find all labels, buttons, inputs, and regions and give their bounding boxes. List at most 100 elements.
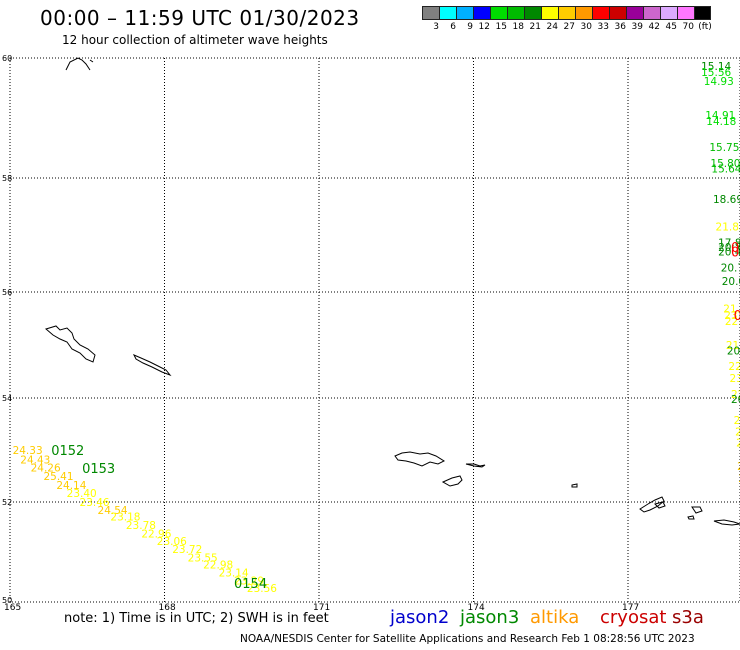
coastline-islet	[687, 515, 695, 520]
legend-label: 15	[495, 22, 507, 32]
wave-height-point: 15.75	[709, 142, 739, 154]
wave-height-point: 15.14	[701, 61, 731, 73]
wave-height-point: 21.49	[735, 426, 740, 438]
satellite-key-s3a: s3a	[672, 607, 704, 628]
wave-height-point: 24.14	[56, 480, 86, 492]
color-legend	[422, 6, 711, 20]
wave-height-point: 23.55	[188, 552, 218, 564]
wave-height-point: 23.72	[172, 544, 202, 556]
satellite-key-jason3: jason3	[460, 607, 520, 628]
wave-height-point: 24.54	[98, 505, 128, 517]
longitude-label: 177	[622, 603, 639, 613]
wave-height-point: 22.98	[203, 560, 233, 572]
legend-swatch	[507, 6, 524, 20]
coastline-amchitka	[713, 519, 740, 526]
legend-label: 36	[614, 22, 626, 32]
wave-height-point: 21.41	[723, 303, 740, 315]
wave-height-point: 22.79	[725, 316, 740, 328]
wave-height-point: 15.80	[710, 158, 740, 170]
wave-height-point: 24.1	[737, 461, 740, 473]
coastline-kiska-island	[639, 496, 665, 513]
legend-swatch	[575, 6, 592, 20]
satellite-key-jason2: jason2	[390, 607, 450, 628]
footer-note: note: 1) Time is in UTC; 2) SWH is in fe…	[64, 611, 329, 626]
legend-swatch	[694, 6, 711, 20]
coastline-kamchatka	[65, 57, 94, 71]
coastline-agattu-island	[441, 475, 463, 487]
legend-swatch	[677, 6, 694, 20]
pass-time-label: 0	[734, 309, 740, 324]
wave-height-point: 23.29	[234, 575, 264, 587]
wave-height-point: 22.96	[141, 528, 171, 540]
coastline-medny-island	[132, 354, 172, 377]
wave-height-point: 14.93	[704, 76, 734, 88]
wave-height-point: 21.00	[726, 340, 740, 352]
legend-swatch	[609, 6, 626, 20]
legend-swatch	[660, 6, 677, 20]
wave-height-point: 23.56	[247, 583, 277, 595]
longitude-label: 168	[159, 603, 176, 613]
wave-height-point: 20.77	[718, 242, 740, 254]
legend-label: 30	[580, 22, 592, 32]
legend-swatch	[439, 6, 456, 20]
legend-label: 18	[512, 22, 524, 32]
wave-height-point: 23.54	[734, 415, 740, 427]
coastline-semichi-islands	[465, 463, 486, 468]
legend-swatch	[422, 6, 439, 20]
legend-label: 21	[529, 22, 541, 32]
legend-swatch	[626, 6, 643, 20]
legend-label: 6	[450, 22, 456, 32]
altimeter-tracks: 24.3324.4324.2625.4124.1423.4023.4624.54…	[13, 61, 740, 595]
wave-height-point: 20.81	[731, 394, 740, 406]
coastline-buldir-island	[571, 483, 578, 488]
wave-height-point: 20.78	[721, 262, 740, 274]
legend-swatch	[541, 6, 558, 20]
wave-height-point: 15.56	[701, 67, 731, 79]
pass-time-label: 01	[731, 246, 740, 261]
legend-label: 24	[546, 22, 558, 32]
legend-swatch	[490, 6, 507, 20]
legend-label: 12	[478, 22, 490, 32]
legend-swatch	[558, 6, 575, 20]
longitude-label: 174	[468, 603, 485, 613]
wave-height-point: 23.46	[80, 497, 110, 509]
wave-height-point: 18.69	[713, 194, 740, 206]
wave-height-point: 22.27	[728, 361, 740, 373]
pass-time-label: 0153	[82, 462, 115, 477]
latitude-label: 60	[2, 54, 12, 63]
wave-height-point: 23.18	[110, 512, 140, 524]
wave-height-point: 23.06	[157, 536, 187, 548]
latitude-label: 56	[2, 288, 12, 297]
wave-height-point: 17.86	[718, 237, 740, 249]
legend-label: 27	[563, 22, 575, 32]
wave-height-point: 24.33	[13, 445, 43, 457]
wave-height-point: 15.64	[711, 163, 740, 175]
wave-height-point: 23.78	[126, 520, 156, 532]
map-frame	[9, 57, 740, 603]
legend-swatch	[456, 6, 473, 20]
coastlines	[44, 57, 740, 526]
wave-height-point: 24.7	[738, 473, 740, 485]
wave-height-point: 23.40	[67, 488, 97, 500]
page-title: 00:00 – 11:59 UTC 01/30/2023	[40, 6, 360, 30]
wave-height-point: 25.41	[43, 471, 73, 483]
latitude-label: 52	[2, 498, 12, 507]
legend-swatch	[473, 6, 490, 20]
legend-label: (ft)	[698, 22, 712, 32]
pass-time-label: 0154	[234, 577, 267, 592]
wave-height-point: 24.43	[20, 454, 50, 466]
legend-label: 3	[433, 22, 439, 32]
pass-time-label: 015	[731, 241, 740, 256]
coastline-rat-islands	[691, 506, 703, 514]
wave-height-point: 23.34	[736, 438, 740, 450]
footer-credit: NOAA/NESDIS Center for Satellite Applica…	[240, 633, 695, 645]
coastline-attu-island	[394, 451, 446, 467]
wave-height-point: 20.08	[727, 345, 740, 357]
wave-height-point: 14.91	[705, 110, 735, 122]
wave-height-point: 14.18	[706, 116, 736, 128]
satellite-key-altika: altika	[530, 607, 580, 628]
wave-height-point: 23.01	[724, 310, 740, 322]
legend-label: 45	[665, 22, 677, 32]
